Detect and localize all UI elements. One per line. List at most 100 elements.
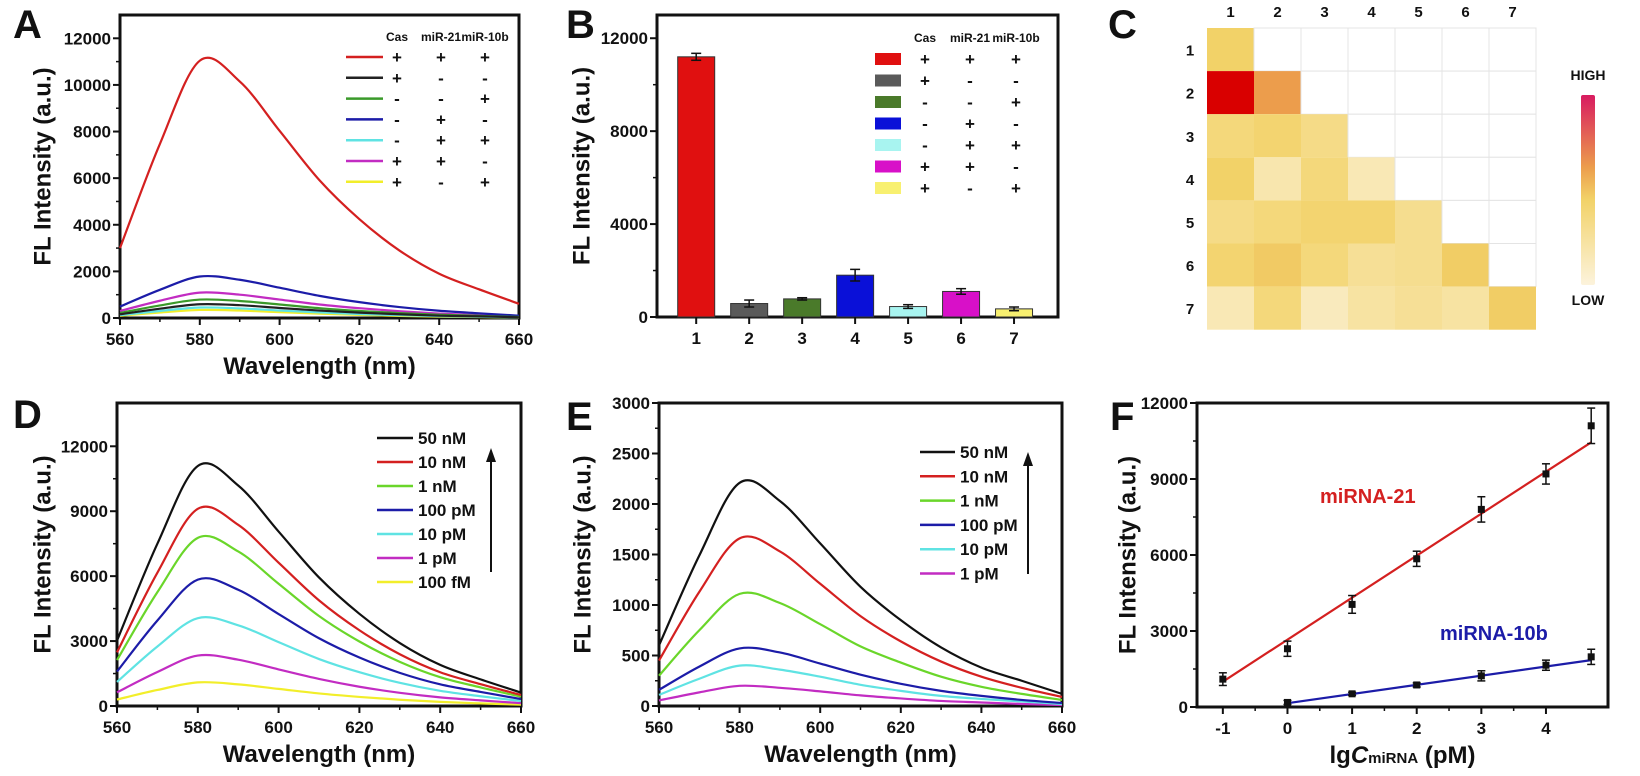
legend-condition: + [965, 50, 975, 69]
y-tick-label: 2500 [612, 445, 650, 464]
row-label: 1 [1186, 43, 1194, 60]
heatmap-cell [1301, 200, 1348, 244]
row-label: 4 [1186, 172, 1195, 189]
column-label: 7 [1508, 4, 1516, 21]
y-axis-label: FL Intensity (a.u.) [1115, 456, 1142, 654]
legend-condition: - [967, 72, 973, 91]
heatmap-cell [1489, 286, 1536, 330]
series-line [115, 462, 522, 694]
heatmap-cell [1300, 70, 1349, 115]
heatmap: 1 2 3 4 5 6 7 1 2 3 4 5 6 7 [1186, 4, 1537, 330]
heatmap-cell [1347, 113, 1396, 158]
y-tick-label: 8000 [610, 122, 648, 141]
y-tick-label: 9000 [1150, 470, 1188, 489]
legend-condition: + [392, 173, 402, 192]
legend-condition: - [1013, 115, 1019, 134]
y-tick-label: 6000 [1150, 546, 1188, 565]
heatmap-cell [1395, 200, 1442, 244]
data-point [1477, 505, 1485, 513]
heatmap-cell [1442, 243, 1489, 287]
heatmap-cell [1207, 286, 1254, 330]
heatmap-cell [1488, 27, 1537, 72]
data-point [1348, 600, 1356, 608]
legend-condition: + [480, 90, 490, 109]
panel-label-f: F [1110, 395, 1134, 439]
heatmap-cell [1207, 157, 1254, 201]
legend-label: 1 pM [960, 565, 999, 584]
heatmap-cell [1442, 286, 1489, 330]
legend-condition: + [965, 136, 975, 155]
y-tick-label: 500 [622, 647, 650, 666]
series-label-mirna-10b: miRNA-10b [1440, 623, 1548, 645]
series-line [658, 646, 1063, 705]
legend-e: 50 nM 10 nM 1 nM 100 pM 10 pM 1 pM [920, 443, 1033, 584]
colorbar-high-label: HIGH [1571, 67, 1606, 83]
legend-condition: + [436, 131, 446, 150]
y-tick-label: 10000 [64, 76, 111, 95]
heatmap-cell [1300, 27, 1349, 72]
series-line [658, 591, 1063, 702]
legend-label: 50 nM [960, 443, 1008, 462]
x-tick-label: 560 [103, 718, 131, 737]
x-tick-label: 1 [691, 329, 700, 348]
heatmap-cell [1254, 286, 1301, 330]
plot-frame [118, 13, 521, 320]
y-tick-label: 2000 [73, 262, 111, 281]
column-label: 1 [1226, 4, 1234, 21]
legend-column-header: Cas [914, 31, 936, 45]
x-tick-label: 620 [345, 718, 373, 737]
heatmap-cell [1348, 200, 1395, 244]
heatmap-cell [1441, 70, 1490, 115]
x-tick-label: 6 [956, 329, 965, 348]
heatmap-cell [1254, 243, 1301, 287]
legend-swatch [875, 117, 901, 130]
legend-condition: - [482, 152, 488, 171]
column-label: 6 [1461, 4, 1469, 21]
heatmap-cell [1254, 114, 1301, 158]
y-axis-label: FL Intensity (a.u.) [30, 455, 57, 653]
y-axis-label: FL Intensity (a.u.) [30, 67, 57, 265]
x-axis-label: Wavelength (nm) [223, 353, 415, 380]
y-tick-label: 12000 [61, 437, 108, 456]
panel-label-e: E [566, 395, 593, 439]
legend-label: 10 nM [960, 467, 1008, 486]
x-tick-label: 0 [1283, 719, 1292, 738]
heatmap-cell [1348, 286, 1395, 330]
series-line [116, 653, 522, 705]
legend-label: 10 nM [418, 453, 466, 472]
series-mirna-21 [1218, 407, 1596, 687]
legend-swatch [875, 96, 901, 108]
x-tick-label: 7 [1009, 329, 1018, 348]
legend-condition: - [438, 69, 444, 88]
x-tick-label: 620 [887, 718, 915, 737]
heatmap-cell [1441, 156, 1490, 201]
heatmap-cell [1254, 200, 1301, 244]
legend-condition: - [967, 179, 973, 198]
fit-line [1287, 659, 1592, 705]
axes-e: 0 500 1000 1500 2000 2500 3000 560 580 600 620 640 6… [570, 394, 1077, 768]
plot-frame [115, 401, 523, 708]
legend-b: Cas miR-21 miR-10b + + + + - - - - + - + - - + + + + - + - + [875, 31, 1040, 198]
x-tick-label: 2 [744, 329, 753, 348]
series-line [658, 684, 1063, 707]
axes-f: 0 3000 6000 9000 12000 -1 0 1 2 3 4 FL Intensity (a… [1115, 394, 1610, 738]
legend-condition: + [480, 131, 490, 150]
heatmap-cell [1254, 157, 1301, 201]
legend-column-header: Cas [386, 30, 408, 44]
y-tick-label: 0 [641, 697, 650, 716]
legend-condition: + [392, 69, 402, 88]
heatmap-cell [1348, 243, 1395, 287]
legend-label: 1 nM [960, 492, 999, 511]
data-point [1283, 645, 1291, 653]
x-tick-label: 560 [645, 718, 673, 737]
axes-b: 0 4000 8000 12000 FL Intensity (a.u.) [569, 13, 1060, 327]
legend-condition: + [436, 48, 446, 67]
panel-label-b: B [566, 3, 595, 47]
heatmap-cell [1301, 286, 1348, 330]
bar [783, 298, 822, 318]
panel-label-a: A [13, 3, 42, 47]
series-group [118, 56, 520, 319]
x-tick-label: 660 [505, 330, 533, 349]
series-group [115, 462, 522, 706]
axes-a: 0 2000 4000 6000 8000 10000 12000 560 580 600 620 6… [30, 13, 533, 380]
